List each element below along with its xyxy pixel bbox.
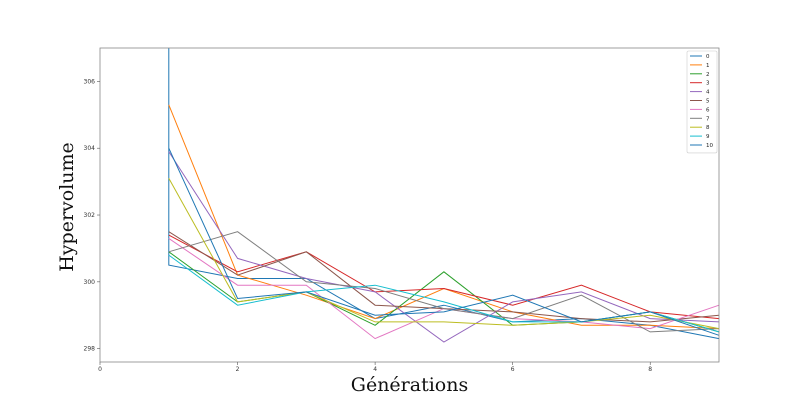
series-line-8 [168,178,720,330]
y-tick-label: 304 [84,145,96,152]
legend-label-7: 7 [706,116,710,122]
legend: 0 1 2 3 4 5 6 7 8 9 10 [686,50,718,154]
legend-label-4: 4 [706,90,710,96]
legend-label-10: 10 [706,143,713,149]
legend-box [686,50,718,154]
x-axis-ticks: 0 2 4 6 8 [98,362,652,373]
x-tick-label: 0 [98,366,102,373]
legend-label-1: 1 [706,63,710,69]
series-line-9 [168,254,720,333]
plot-area-frame [99,47,720,363]
legend-label-2: 2 [706,72,710,78]
legend-label-8: 8 [706,125,710,131]
series-line-1 [168,104,720,330]
series-line-4 [168,151,720,343]
series-line-7 [168,231,720,333]
series-lines [168,48,720,343]
series-line-0 [168,48,720,340]
y-tick-label: 306 [84,78,96,85]
x-axis-title: Générations [351,374,468,396]
series-line-2 [168,251,720,333]
x-tick-label: 2 [236,366,240,373]
legend-label-3: 3 [706,81,710,87]
legend-label-0: 0 [706,54,710,60]
x-tick-label: 8 [648,366,652,373]
y-axis-title: Hypervolume [56,142,78,272]
legend-label-6: 6 [706,107,710,113]
series-line-10 [168,147,720,336]
x-tick-label: 4 [373,366,377,373]
legend-label-5: 5 [706,99,710,105]
legend-label-9: 9 [706,134,710,140]
series-line-3 [168,234,720,320]
y-axis-ticks: 298 300 302 304 306 [84,78,100,353]
x-tick-label: 6 [511,366,515,373]
y-tick-label: 300 [84,279,96,286]
y-tick-label: 298 [84,346,96,353]
y-tick-label: 302 [84,212,96,219]
